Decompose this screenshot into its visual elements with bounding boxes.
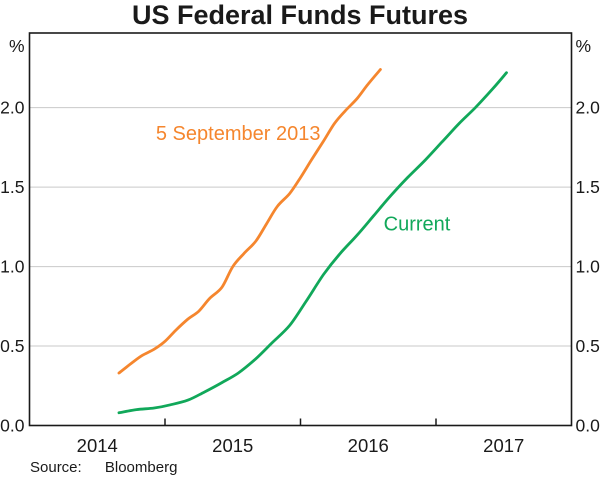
series-label-0: 5 September 2013 — [156, 123, 321, 145]
y-unit-right: % — [576, 36, 592, 56]
ytick-label-right: 1.0 — [576, 257, 600, 277]
source-label: Source: — [30, 459, 82, 476]
ytick-label-right: 1.5 — [576, 177, 600, 197]
ytick-label-right: 0.0 — [576, 416, 600, 436]
xtick-label: 2014 — [77, 435, 118, 456]
plot-frame — [28, 32, 573, 427]
source-value: Bloomberg — [104, 459, 178, 476]
xtick-label: 2015 — [212, 435, 253, 456]
ytick-label-right: 2.0 — [576, 98, 600, 118]
series-label-1: Current — [384, 214, 451, 236]
ytick-label-right: 0.5 — [576, 336, 600, 356]
ytick-label-left: 1.5 — [0, 177, 24, 197]
xtick-label: 2017 — [483, 435, 524, 456]
y-unit-left: % — [9, 36, 25, 56]
ytick-label-left: 0.0 — [0, 416, 25, 436]
series-line-1 — [117, 71, 508, 415]
ytick-label-left: 0.5 — [0, 336, 24, 356]
ytick-label-left: 1.0 — [0, 257, 25, 277]
ytick-label-left: 2.0 — [0, 98, 25, 118]
xtick-label: 2016 — [348, 435, 389, 456]
source-line: Source: Bloomberg — [30, 459, 177, 476]
series-line-0 — [117, 68, 382, 375]
chart-title: US Federal Funds Futures — [131, 0, 469, 30]
